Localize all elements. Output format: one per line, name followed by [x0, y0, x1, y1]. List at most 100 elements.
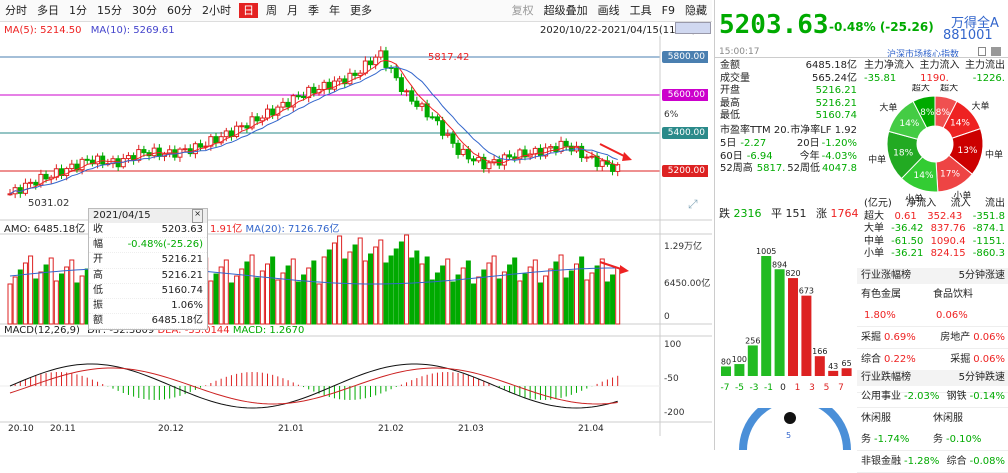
macd-axis-m50: -50 [664, 374, 679, 384]
volume-bar [393, 248, 399, 325]
close-icon[interactable]: × [192, 209, 203, 223]
volume-bar [429, 279, 435, 325]
dist-bar [801, 295, 812, 376]
volume-bar [79, 275, 85, 325]
period-tab[interactable]: 季 [308, 3, 319, 17]
volume-bar [419, 263, 425, 325]
scroll-handle[interactable] [675, 22, 711, 34]
period-tab[interactable]: 30分 [132, 3, 157, 17]
volume-bar [69, 259, 75, 325]
volume-bar [512, 257, 518, 325]
donut-pct: 17% [940, 169, 960, 179]
candle-body [234, 125, 240, 137]
volume-bar [48, 257, 54, 325]
donut-pct: 8% [920, 108, 935, 118]
donut-label: 中单 [985, 148, 1003, 160]
sector-row[interactable]: 有色金属1.80% 食品饮料0.06% [857, 284, 1008, 327]
candle-body [584, 156, 590, 159]
candle-body [599, 160, 605, 167]
candle-body [352, 72, 358, 76]
sector-row[interactable]: 非银金融 -1.28% 综合 -0.08% [857, 451, 1008, 473]
volume-bar [254, 277, 260, 325]
candle-body [141, 149, 147, 154]
candle-body [563, 140, 569, 147]
tooltip-row: 开 5216.21 [89, 253, 207, 269]
volume-bar [22, 262, 28, 325]
last-price: 5203.63 [719, 10, 829, 40]
period-tab[interactable]: 周 [266, 3, 277, 17]
period-tab[interactable]: 月 [287, 3, 298, 17]
volume-bar [558, 254, 564, 325]
x-axis: 20.10 20.11 20.12 21.01 21.02 21.03 21.04 [0, 424, 660, 438]
pe-row: 市盈率TTM 20. 市净率LF 1.92 [720, 125, 857, 136]
period-tab[interactable]: 1分 [69, 3, 87, 17]
x-tick-label: 20.12 [158, 424, 184, 434]
volume-bar [228, 282, 234, 325]
dist-value: 673 [799, 287, 814, 296]
sector-row[interactable]: 休闲服务 -1.74% 休闲服务 -0.10% [857, 408, 1008, 451]
dist-value: 43 [828, 362, 838, 371]
price-tag-5400: 5400.00 [662, 127, 708, 139]
volume-bar [17, 269, 23, 325]
donut-label: 超大 [912, 84, 930, 94]
period-tab[interactable]: 分时 [5, 3, 27, 17]
volume-bar [64, 266, 70, 325]
tool-button[interactable]: 隐藏 [685, 3, 707, 17]
candle-body [79, 158, 85, 171]
tool-button[interactable]: F9 [661, 3, 675, 17]
candle-body [69, 163, 75, 170]
candle-body [64, 168, 70, 177]
candle-tooltip: 2021/04/15 × 收 5203.63 幅 -0.48%(-25.26) 开 5216… [88, 208, 208, 331]
board-tab[interactable]: 5分钟跌速 [958, 372, 1005, 383]
candle-body [244, 125, 250, 129]
candle-body [285, 101, 291, 108]
volume-bar [275, 279, 281, 325]
candle-body [270, 108, 276, 116]
index-name[interactable]: 万得全A [951, 16, 999, 31]
volume-bar [347, 251, 353, 325]
donut-pct: 14% [899, 119, 919, 129]
period-tab[interactable]: 60分 [167, 3, 192, 17]
candle-body [38, 173, 44, 186]
candle-body [321, 81, 327, 90]
volume-bar [455, 274, 461, 325]
candle-body [198, 143, 204, 148]
board-tab[interactable]: 5分钟涨速 [958, 270, 1005, 281]
perf-table: 5日 -2.27 20日 -1.20% 60日 -6.94 今年 -4.03% 52周高 5817… [717, 138, 861, 176]
volume-bar [342, 258, 348, 325]
index-link[interactable]: 沪深市场核心指数 [887, 50, 960, 60]
tool-button[interactable]: 复权 [511, 3, 534, 17]
volume-bar [38, 271, 44, 325]
volume-bar [476, 276, 482, 325]
dist-xlabel: -3 [750, 383, 759, 393]
tooltip-row: 振 1.06% [89, 299, 207, 315]
candle-body [213, 136, 219, 144]
period-tab[interactable]: 15分 [97, 3, 122, 17]
dist-xlabel: 3 [809, 383, 815, 393]
chart-type-icon[interactable] [991, 47, 1001, 56]
tooltip-row: 额 6485.18亿 [89, 314, 207, 330]
calendar-icon[interactable] [978, 47, 986, 56]
candle-body [568, 145, 574, 152]
volume-bar [471, 283, 476, 325]
tool-button[interactable]: 工具 [629, 3, 652, 17]
dist-bar [734, 364, 745, 376]
date-range: 2020/10/22-2021/04/15(119日) [540, 25, 696, 36]
volume-bar [465, 260, 471, 325]
ma10-label: MA(10): 5269.61 [90, 25, 175, 36]
tool-button[interactable]: 画线 [597, 3, 620, 17]
period-tab[interactable]: 多日 [37, 3, 59, 17]
tool-button[interactable]: 超级叠加 [543, 3, 588, 17]
stat-row: 最高 5216.21 [720, 97, 857, 109]
period-tab[interactable]: 更多 [350, 3, 372, 17]
volume-bar [244, 261, 250, 325]
period-tab[interactable]: 2小时 [202, 3, 231, 17]
candle-body [125, 155, 131, 160]
volume-bar [610, 274, 616, 325]
sector-row[interactable]: 公用事业 -2.03% 钢铁 -0.14% [857, 386, 1008, 408]
period-tab[interactable]: 日 [239, 3, 258, 18]
sector-row[interactable]: 采掘 0.69% 房地产 0.06% [857, 327, 1008, 349]
sector-row[interactable]: 综合 0.22% 采掘 0.06% [857, 349, 1008, 371]
volume-bar [218, 266, 224, 325]
period-tab[interactable]: 年 [329, 3, 340, 17]
